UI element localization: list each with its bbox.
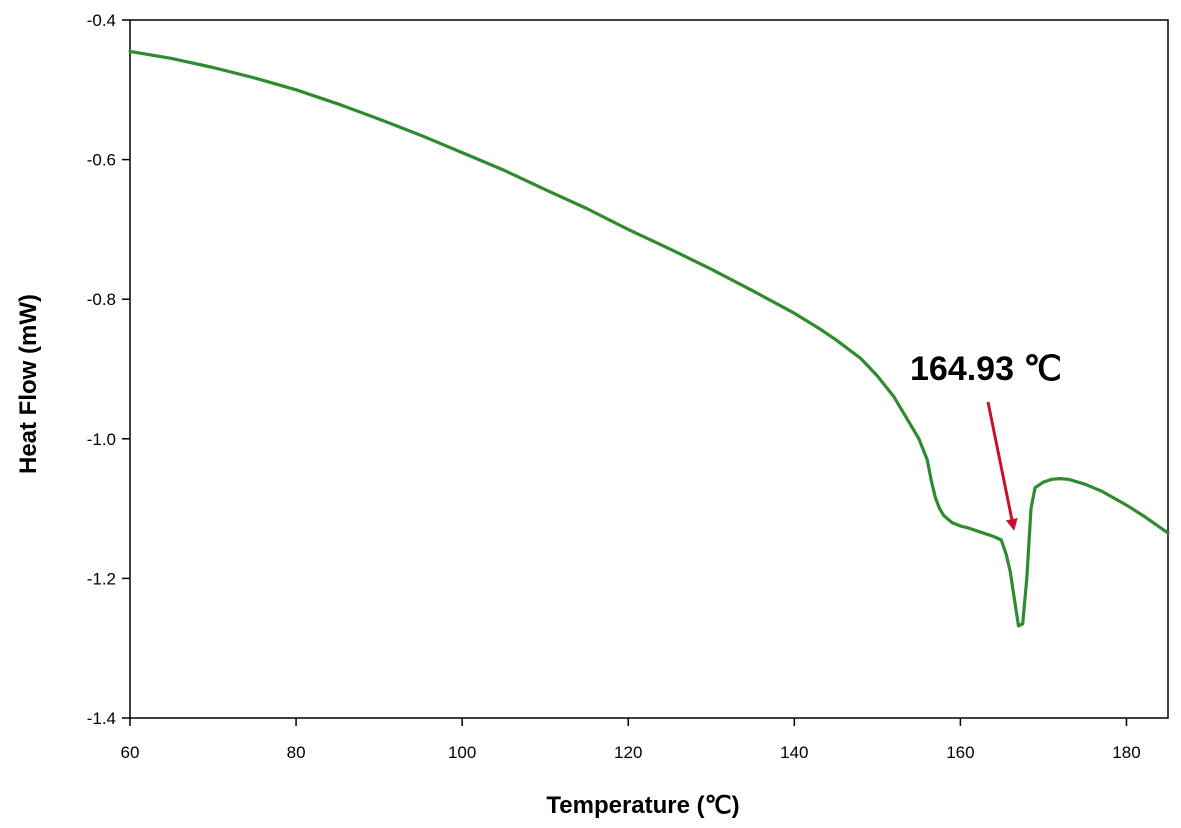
plot-frame bbox=[129, 19, 1169, 719]
y-tick-label: -0.4 bbox=[87, 11, 116, 30]
series-line bbox=[128, 49, 1170, 628]
y-tick-label: -1.0 bbox=[87, 430, 116, 449]
series-group bbox=[128, 49, 1170, 628]
x-tick-label: 60 bbox=[121, 743, 140, 762]
x-tick-label: 120 bbox=[614, 743, 642, 762]
x-tick-label: 160 bbox=[946, 743, 974, 762]
y-axis-title: Heat Flow (mW) bbox=[15, 294, 42, 474]
annotation-group: 164.93 ℃ bbox=[910, 350, 1062, 531]
x-axis-ticks: 60 80 100 120 140 160 180 bbox=[121, 718, 1141, 762]
y-tick-label: -1.2 bbox=[87, 569, 116, 588]
y-tick-label: -1.4 bbox=[87, 709, 116, 728]
plot-area bbox=[129, 19, 1169, 719]
x-tick-label: 140 bbox=[780, 743, 808, 762]
y-tick-label: -0.8 bbox=[87, 290, 116, 309]
x-tick-label: 180 bbox=[1112, 743, 1140, 762]
peak-annotation-arrow bbox=[986, 401, 1018, 531]
x-tick-label: 80 bbox=[287, 743, 306, 762]
y-axis-ticks: -0.4 -0.6 -0.8 -1.0 -1.2 -1.4 bbox=[87, 11, 130, 728]
x-axis-title: Temperature (℃) bbox=[546, 792, 739, 819]
x-tick-label: 100 bbox=[448, 743, 476, 762]
peak-annotation-label: 164.93 ℃ bbox=[910, 350, 1062, 388]
y-tick-label: -0.6 bbox=[87, 151, 116, 170]
